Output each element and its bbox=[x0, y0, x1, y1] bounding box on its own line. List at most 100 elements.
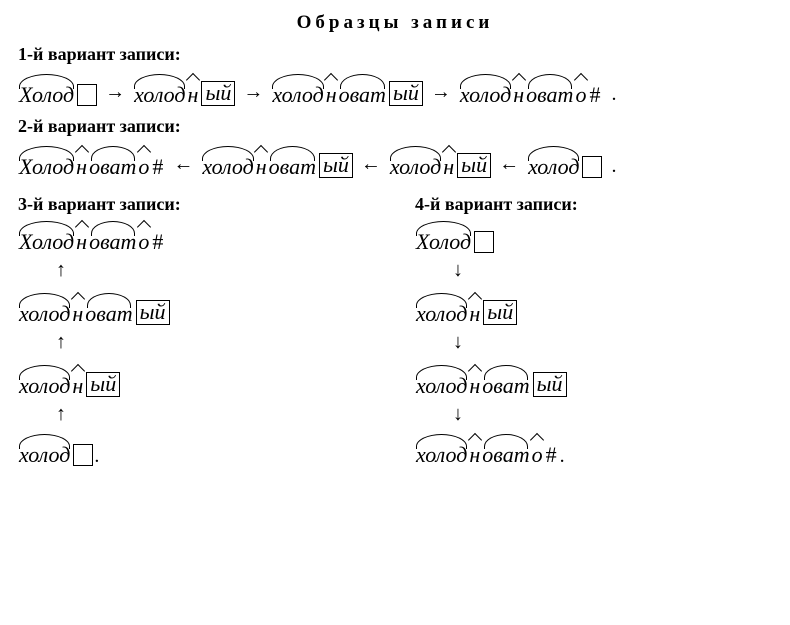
morpheme-suffix2: оват bbox=[88, 231, 137, 253]
page-title: Образцы записи bbox=[18, 12, 772, 34]
word-w_holodnovato: холодновато# bbox=[415, 430, 559, 466]
morpheme-ending-empty bbox=[582, 156, 602, 178]
down-arrow-icon: ↓ bbox=[415, 332, 463, 352]
morpheme-suffix: н bbox=[75, 231, 88, 253]
word-w_Holodnovato: Холодновато# bbox=[18, 217, 165, 253]
morpheme-suffix: о bbox=[574, 84, 587, 106]
word-w_holodnyj: холодный bbox=[415, 286, 517, 325]
morpheme-ending: ый bbox=[319, 153, 353, 178]
word-w_root_cap: Холод bbox=[18, 70, 97, 106]
morpheme-suffix2: оват bbox=[268, 156, 317, 178]
morpheme-root: холод bbox=[271, 84, 324, 106]
word-w_holodnovatyj: холодноватый bbox=[415, 358, 567, 397]
morpheme-suffix: о bbox=[137, 156, 150, 178]
word-row: холодновато#. bbox=[415, 430, 565, 468]
morpheme-ending: ый bbox=[389, 81, 423, 106]
word-w_holodnovatyj: холодноватый bbox=[18, 286, 170, 325]
left-arrow-icon: ← bbox=[173, 153, 193, 178]
morpheme-suffix: н bbox=[71, 375, 84, 397]
morpheme-root: холод bbox=[459, 84, 512, 106]
down-arrow-icon: ↓ bbox=[415, 404, 463, 424]
morpheme-root: холод bbox=[18, 375, 71, 397]
variant-1-chain: Холод→холодный→холодноватый→холодновато#… bbox=[18, 67, 772, 106]
morpheme-ending: ый bbox=[457, 153, 491, 178]
morpheme-null: # bbox=[544, 444, 559, 466]
left-arrow-icon: ← bbox=[499, 153, 519, 178]
morpheme-root: холод bbox=[415, 375, 468, 397]
right-arrow-icon: → bbox=[243, 81, 263, 106]
word-row: Холод bbox=[415, 217, 494, 254]
morpheme-root: холод bbox=[527, 156, 580, 178]
terminal-punct: . bbox=[559, 445, 565, 467]
variant-3-label: 3-й вариант записи: bbox=[18, 194, 375, 215]
morpheme-suffix: н bbox=[71, 303, 84, 325]
morpheme-root: холод bbox=[18, 444, 71, 466]
word-w_holodnovatyj: холодноватый bbox=[201, 139, 353, 178]
terminal-punct: . bbox=[610, 83, 616, 106]
word-row: холод. bbox=[18, 430, 99, 468]
morpheme-ending: ый bbox=[533, 372, 567, 397]
right-arrow-icon: → bbox=[431, 81, 451, 106]
morpheme-suffix2: оват bbox=[84, 303, 133, 325]
morpheme-suffix2: оват bbox=[338, 84, 387, 106]
word-w_holodnyj: холодный bbox=[389, 139, 491, 178]
word-w_holodnyj: холодный bbox=[18, 358, 120, 397]
morpheme-suffix: о bbox=[137, 231, 150, 253]
variant-4-label: 4-й вариант записи: bbox=[415, 194, 772, 215]
morpheme-root: Холод bbox=[18, 84, 75, 106]
morpheme-root: холод bbox=[415, 303, 468, 325]
variant-4-chain: Холод↓холодный↓холодноватый↓холодновато#… bbox=[415, 217, 772, 468]
morpheme-suffix: н bbox=[468, 375, 481, 397]
morpheme-suffix: н bbox=[468, 303, 481, 325]
word-w_holodnovatyj: холодноватый bbox=[271, 67, 423, 106]
word-row: Холодновато# bbox=[18, 217, 165, 254]
word-row: холодный bbox=[18, 358, 120, 398]
morpheme-ending-empty bbox=[77, 84, 97, 106]
morpheme-suffix: н bbox=[75, 156, 88, 178]
up-arrow-icon: ↑ bbox=[18, 332, 66, 352]
morpheme-suffix: о bbox=[531, 444, 544, 466]
variant-2-label: 2-й вариант записи: bbox=[18, 116, 772, 137]
morpheme-null: # bbox=[150, 156, 165, 178]
morpheme-ending: ый bbox=[201, 81, 235, 106]
morpheme-root: холод bbox=[389, 156, 442, 178]
morpheme-ending: ый bbox=[136, 300, 170, 325]
morpheme-suffix2: оват bbox=[525, 84, 574, 106]
terminal-punct: . bbox=[610, 155, 616, 178]
morpheme-root: Холод bbox=[415, 231, 472, 253]
word-row: холодноватый bbox=[18, 286, 170, 326]
up-arrow-icon: ↑ bbox=[18, 404, 66, 424]
variant-2-chain: Холодновато#←холодноватый←холодный←холод… bbox=[18, 139, 772, 178]
down-arrow-icon: ↓ bbox=[415, 260, 463, 280]
morpheme-root: холод bbox=[18, 303, 71, 325]
morpheme-suffix: н bbox=[512, 84, 525, 106]
morpheme-root: холод bbox=[133, 84, 186, 106]
morpheme-suffix: н bbox=[187, 84, 200, 106]
morpheme-root: холод bbox=[201, 156, 254, 178]
word-w_holodnovato: холодновато# bbox=[459, 70, 603, 106]
word-w_holodnyj: холодный bbox=[133, 67, 235, 106]
morpheme-null: # bbox=[150, 231, 165, 253]
morpheme-suffix2: оват bbox=[88, 156, 137, 178]
word-row: холодный bbox=[415, 286, 517, 326]
morpheme-ending-empty bbox=[73, 444, 93, 466]
variants-3-4-row: 3-й вариант записи: Холодновато#↑холодно… bbox=[18, 188, 772, 468]
morpheme-root: Холод bbox=[18, 231, 75, 253]
terminal-punct: . bbox=[93, 445, 99, 467]
morpheme-suffix: н bbox=[442, 156, 455, 178]
morpheme-root: холод bbox=[415, 444, 468, 466]
morpheme-null: # bbox=[587, 84, 602, 106]
morpheme-suffix: н bbox=[325, 84, 338, 106]
word-w_root_cap: Холод bbox=[415, 217, 494, 253]
morpheme-root: Холод bbox=[18, 156, 75, 178]
variant-1-label: 1-й вариант записи: bbox=[18, 44, 772, 65]
morpheme-suffix: н bbox=[255, 156, 268, 178]
word-row: холодноватый bbox=[415, 358, 567, 398]
up-arrow-icon: ↑ bbox=[18, 260, 66, 280]
morpheme-ending: ый bbox=[86, 372, 120, 397]
word-w_root: холод bbox=[527, 142, 602, 178]
morpheme-suffix2: оват bbox=[481, 375, 530, 397]
word-w_Holodnovato: Холодновато# bbox=[18, 142, 165, 178]
word-w_root: холод bbox=[18, 430, 93, 466]
left-arrow-icon: ← bbox=[361, 153, 381, 178]
